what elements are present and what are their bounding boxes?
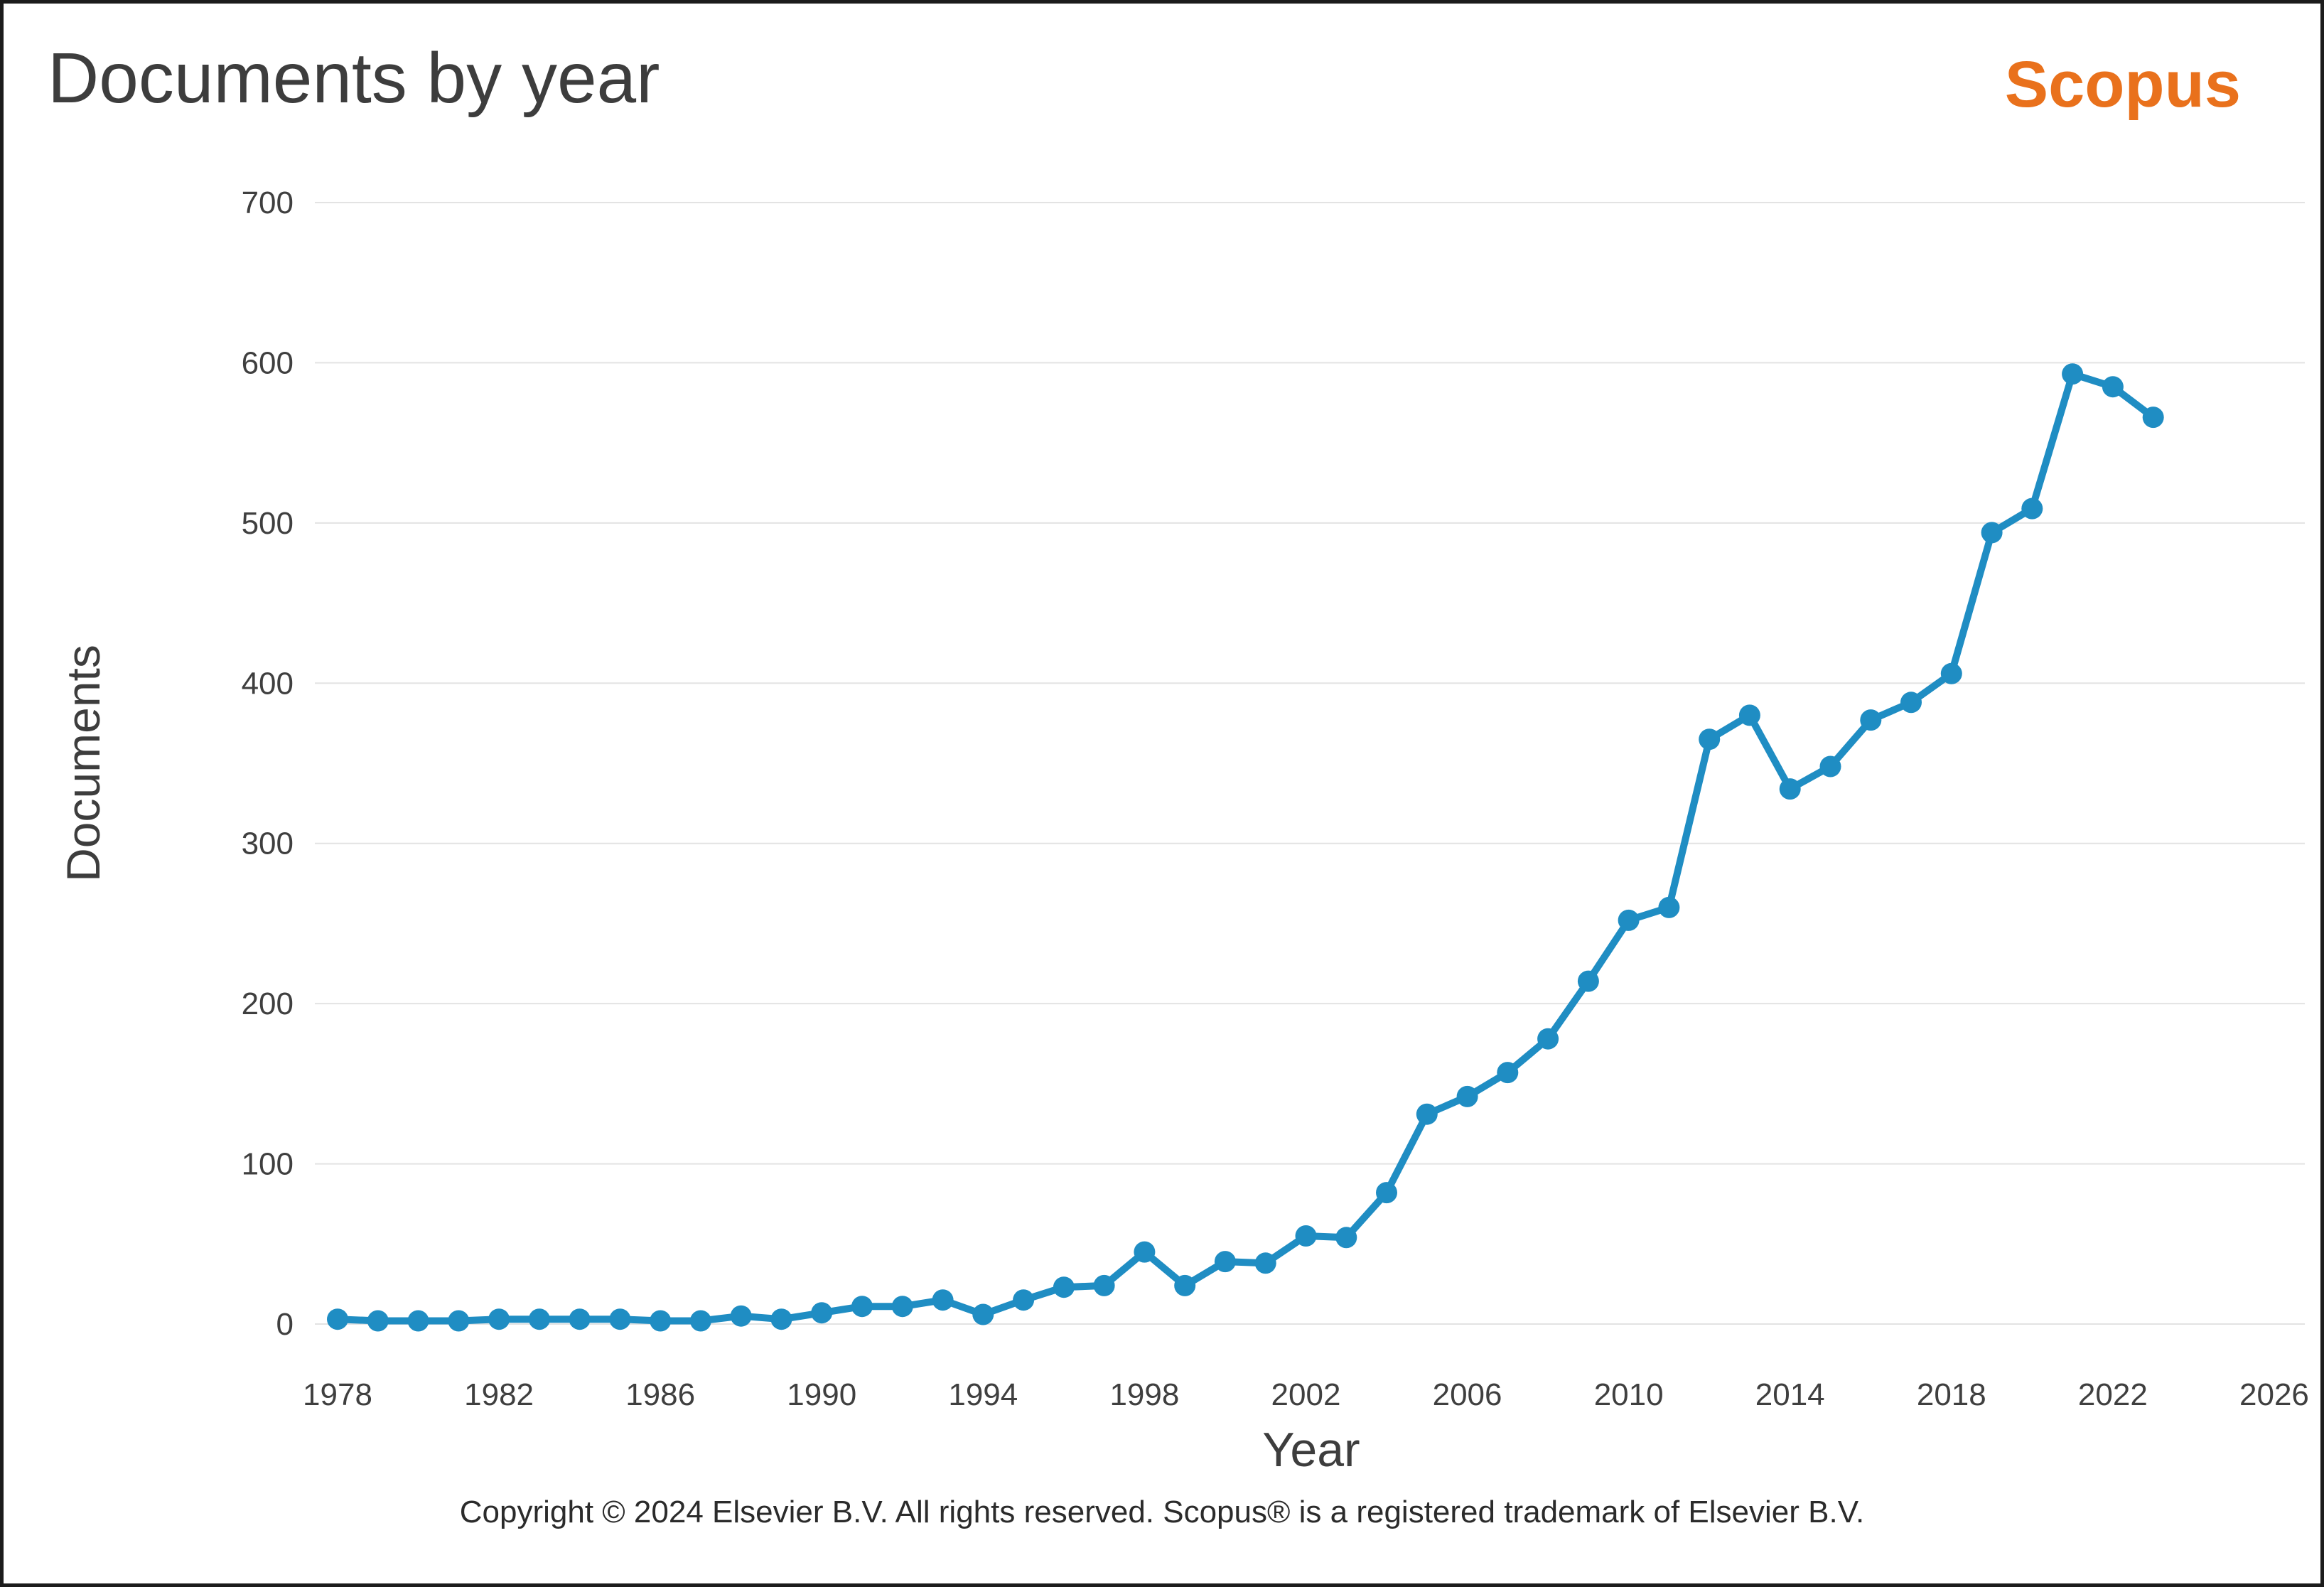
y-tick-label: 100 bbox=[242, 1147, 294, 1182]
tick-layer: 0 100 200 300 400 500 600 700 1978 1982 1986 1990 19… bbox=[242, 185, 2309, 1412]
data-point[interactable] bbox=[1577, 970, 1599, 992]
data-point[interactable] bbox=[1335, 1227, 1357, 1249]
data-point[interactable] bbox=[1497, 1062, 1519, 1084]
data-point[interactable] bbox=[1053, 1276, 1075, 1298]
documents-by-year-chart: 0 100 200 300 400 500 600 700 1978 1982 1986 1990 19… bbox=[57, 185, 2309, 1477]
data-point[interactable] bbox=[1981, 522, 2003, 544]
x-axis-title: Year bbox=[1262, 1423, 1360, 1477]
line-series bbox=[327, 363, 2164, 1332]
data-point[interactable] bbox=[1093, 1274, 1115, 1296]
data-point[interactable] bbox=[1416, 1103, 1438, 1125]
x-tick-label: 1978 bbox=[303, 1377, 372, 1412]
data-point[interactable] bbox=[609, 1308, 631, 1330]
data-point[interactable] bbox=[1618, 909, 1640, 931]
data-point[interactable] bbox=[1376, 1182, 1397, 1204]
data-point[interactable] bbox=[2021, 497, 2043, 520]
data-point[interactable] bbox=[2062, 363, 2084, 385]
x-tick-label: 2010 bbox=[1594, 1377, 1664, 1412]
y-tick-label: 300 bbox=[242, 827, 294, 861]
data-point[interactable] bbox=[1295, 1225, 1317, 1247]
data-point[interactable] bbox=[528, 1308, 550, 1330]
data-point[interactable] bbox=[1214, 1251, 1236, 1273]
data-point[interactable] bbox=[932, 1289, 954, 1311]
data-point[interactable] bbox=[851, 1296, 873, 1318]
y-tick-label: 400 bbox=[242, 666, 294, 701]
data-point[interactable] bbox=[407, 1310, 429, 1332]
data-point[interactable] bbox=[972, 1303, 994, 1325]
scopus-logo: Scopus bbox=[2004, 48, 2241, 121]
data-point[interactable] bbox=[488, 1308, 510, 1330]
y-tick-label: 500 bbox=[242, 506, 294, 541]
data-point[interactable] bbox=[327, 1308, 348, 1330]
data-point[interactable] bbox=[1254, 1252, 1276, 1274]
data-point[interactable] bbox=[1174, 1274, 1196, 1296]
data-point[interactable] bbox=[1940, 662, 1962, 684]
y-tick-label: 200 bbox=[242, 986, 294, 1021]
x-tick-label: 1990 bbox=[787, 1377, 856, 1412]
data-point[interactable] bbox=[1860, 709, 1882, 731]
data-point[interactable] bbox=[650, 1310, 672, 1332]
data-point[interactable] bbox=[367, 1310, 389, 1332]
y-tick-label: 700 bbox=[242, 185, 294, 220]
data-point[interactable] bbox=[1456, 1085, 1478, 1107]
data-point[interactable] bbox=[2102, 376, 2124, 398]
y-axis-title: Documents bbox=[57, 645, 109, 882]
data-point[interactable] bbox=[1658, 896, 1680, 918]
y-tick-label: 0 bbox=[276, 1307, 294, 1342]
copyright-notice: Copyright © 2024 Elsevier B.V. All right… bbox=[459, 1495, 1865, 1529]
data-point[interactable] bbox=[448, 1310, 470, 1332]
data-point[interactable] bbox=[1537, 1028, 1559, 1050]
x-tick-label: 2006 bbox=[1433, 1377, 1502, 1412]
x-tick-label: 2002 bbox=[1271, 1377, 1341, 1412]
data-point[interactable] bbox=[811, 1302, 833, 1324]
data-point[interactable] bbox=[770, 1308, 792, 1330]
data-point[interactable] bbox=[1779, 778, 1801, 800]
series-line bbox=[334, 370, 2157, 1325]
x-tick-label: 1982 bbox=[464, 1377, 534, 1412]
x-tick-label: 1998 bbox=[1109, 1377, 1179, 1412]
data-point[interactable] bbox=[1013, 1289, 1035, 1311]
page-title: Documents by year bbox=[48, 38, 660, 118]
data-point[interactable] bbox=[1134, 1241, 1156, 1263]
data-point[interactable] bbox=[1699, 728, 1721, 751]
x-tick-label: 2014 bbox=[1755, 1377, 1825, 1412]
grid-layer bbox=[315, 201, 2305, 1325]
x-tick-label: 2022 bbox=[2078, 1377, 2148, 1412]
data-point[interactable] bbox=[730, 1305, 752, 1327]
data-point[interactable] bbox=[1738, 704, 1760, 726]
data-point[interactable] bbox=[569, 1308, 591, 1330]
data-point[interactable] bbox=[891, 1296, 913, 1318]
x-tick-label: 2018 bbox=[1917, 1377, 1986, 1412]
data-point[interactable] bbox=[1900, 692, 1922, 714]
y-tick-label: 600 bbox=[242, 345, 294, 380]
data-point[interactable] bbox=[1819, 755, 1841, 778]
x-tick-label: 1986 bbox=[625, 1377, 695, 1412]
x-tick-label: 1994 bbox=[948, 1377, 1018, 1412]
data-point[interactable] bbox=[689, 1310, 711, 1332]
data-point[interactable] bbox=[2142, 407, 2164, 429]
x-tick-label: 2026 bbox=[2239, 1377, 2309, 1412]
